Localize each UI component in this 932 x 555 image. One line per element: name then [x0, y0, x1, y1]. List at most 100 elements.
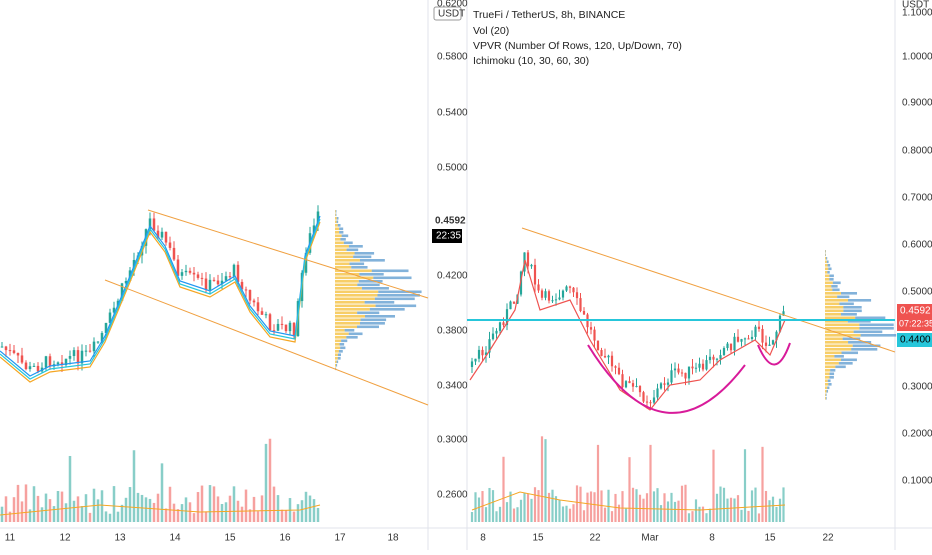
volume-profile-bar	[828, 383, 831, 386]
volume-bar	[632, 488, 634, 522]
volume-bar	[9, 512, 12, 522]
volume-profile-bar	[338, 354, 341, 357]
volume-profile-bar	[826, 257, 827, 260]
candle-body	[265, 314, 268, 315]
volume-profile-bar	[830, 369, 835, 372]
candle-body	[695, 368, 697, 369]
candle-body	[684, 373, 686, 379]
volume-profile-bar	[828, 268, 831, 271]
candle-body	[761, 329, 763, 343]
countdown: 22:35	[436, 231, 461, 242]
volume-bar	[576, 485, 578, 522]
volume-bar	[485, 507, 487, 522]
volume-profile-bar	[340, 343, 345, 346]
volume-bar	[551, 490, 553, 522]
volume-profile-bar	[839, 303, 853, 306]
volume-bar	[562, 506, 564, 522]
volume-profile-bar	[831, 285, 837, 288]
volume-bar	[273, 487, 276, 522]
volume-bar	[751, 490, 753, 522]
volume-bar	[121, 505, 124, 522]
candle-body	[495, 331, 497, 334]
volume-profile-bar	[825, 341, 848, 344]
volume-bar	[758, 513, 760, 522]
volume-bar	[737, 495, 739, 522]
volume-profile-bar	[337, 217, 339, 220]
x-tick-label: 18	[387, 533, 399, 544]
volume-bar	[209, 485, 212, 522]
candle-body	[233, 265, 236, 277]
candle-body	[1, 347, 4, 348]
candle-body	[768, 345, 770, 346]
volume-profile-bar	[841, 359, 857, 362]
volume-profile-bar	[825, 348, 851, 351]
candle-body	[261, 311, 264, 315]
volume-profile-bar	[829, 278, 833, 281]
volume-profile-bar	[335, 308, 370, 311]
y-tick-label: 0.5000	[902, 287, 932, 298]
volume-profile-bar	[825, 380, 828, 383]
candle-body	[85, 351, 88, 352]
volume-bar	[309, 496, 312, 522]
volume-bar	[604, 508, 606, 522]
candle-body	[579, 298, 581, 311]
volume-profile-bar	[357, 312, 379, 315]
candle-body	[173, 248, 176, 260]
volume-bar	[572, 504, 574, 522]
volume-bar	[133, 450, 136, 522]
volume-profile-bar	[835, 366, 845, 369]
volume-profile-bar	[843, 306, 861, 309]
volume-profile-bar	[830, 373, 835, 376]
volume-profile-bar	[335, 350, 339, 353]
volume-profile-bar	[854, 331, 883, 334]
volume-profile-bar	[375, 298, 415, 301]
volume-profile-bar	[834, 355, 843, 358]
candle-body	[9, 350, 12, 351]
candle-body	[25, 363, 28, 370]
volume-bar	[772, 497, 774, 522]
candle-body	[744, 338, 746, 339]
candle-body	[69, 356, 72, 359]
volume-bar	[69, 456, 72, 522]
candle-body	[21, 355, 24, 362]
volume-bar	[499, 507, 501, 522]
volume-bar	[105, 511, 108, 522]
volume-profile-bar	[837, 296, 849, 299]
volume-profile-bar	[825, 285, 831, 288]
volume-profile-bar	[335, 238, 340, 241]
volume-profile-bar	[345, 329, 355, 332]
volume-bar	[723, 488, 725, 522]
candle-body	[205, 279, 208, 290]
candle-body	[723, 348, 725, 355]
volume-bar	[253, 497, 256, 522]
volume-profile-bar	[335, 284, 357, 287]
volume-profile-bar	[335, 333, 349, 336]
y-tick-label: 0.7000	[902, 193, 932, 204]
candle-body	[551, 300, 553, 301]
volume-profile-bar	[825, 376, 829, 379]
volume-bar	[269, 439, 272, 522]
volume-bar	[193, 513, 196, 522]
candle-body	[681, 372, 683, 373]
volume-profile-bar	[346, 336, 357, 339]
volume-bar	[85, 494, 88, 522]
volume-bar	[201, 486, 204, 522]
volume-profile-bar	[861, 334, 897, 337]
candle-body	[730, 344, 732, 351]
candle-body	[656, 388, 658, 397]
candle-body	[245, 289, 248, 290]
candle-body	[716, 359, 718, 360]
volume-bar	[97, 499, 100, 522]
volume-bar	[77, 496, 80, 522]
volume-profile-bar	[842, 352, 859, 355]
volume-profile-bar	[825, 310, 843, 313]
volume-profile-bar	[337, 221, 339, 224]
volume-bar	[649, 445, 651, 522]
volume-profile-bar	[335, 256, 353, 259]
volume-profile-bar	[360, 259, 385, 262]
candle-body	[534, 265, 536, 285]
volume-profile-bar	[825, 264, 828, 267]
x-tick-label: 15	[224, 533, 236, 544]
volume-bar	[113, 486, 116, 522]
volume-bar	[628, 457, 630, 522]
